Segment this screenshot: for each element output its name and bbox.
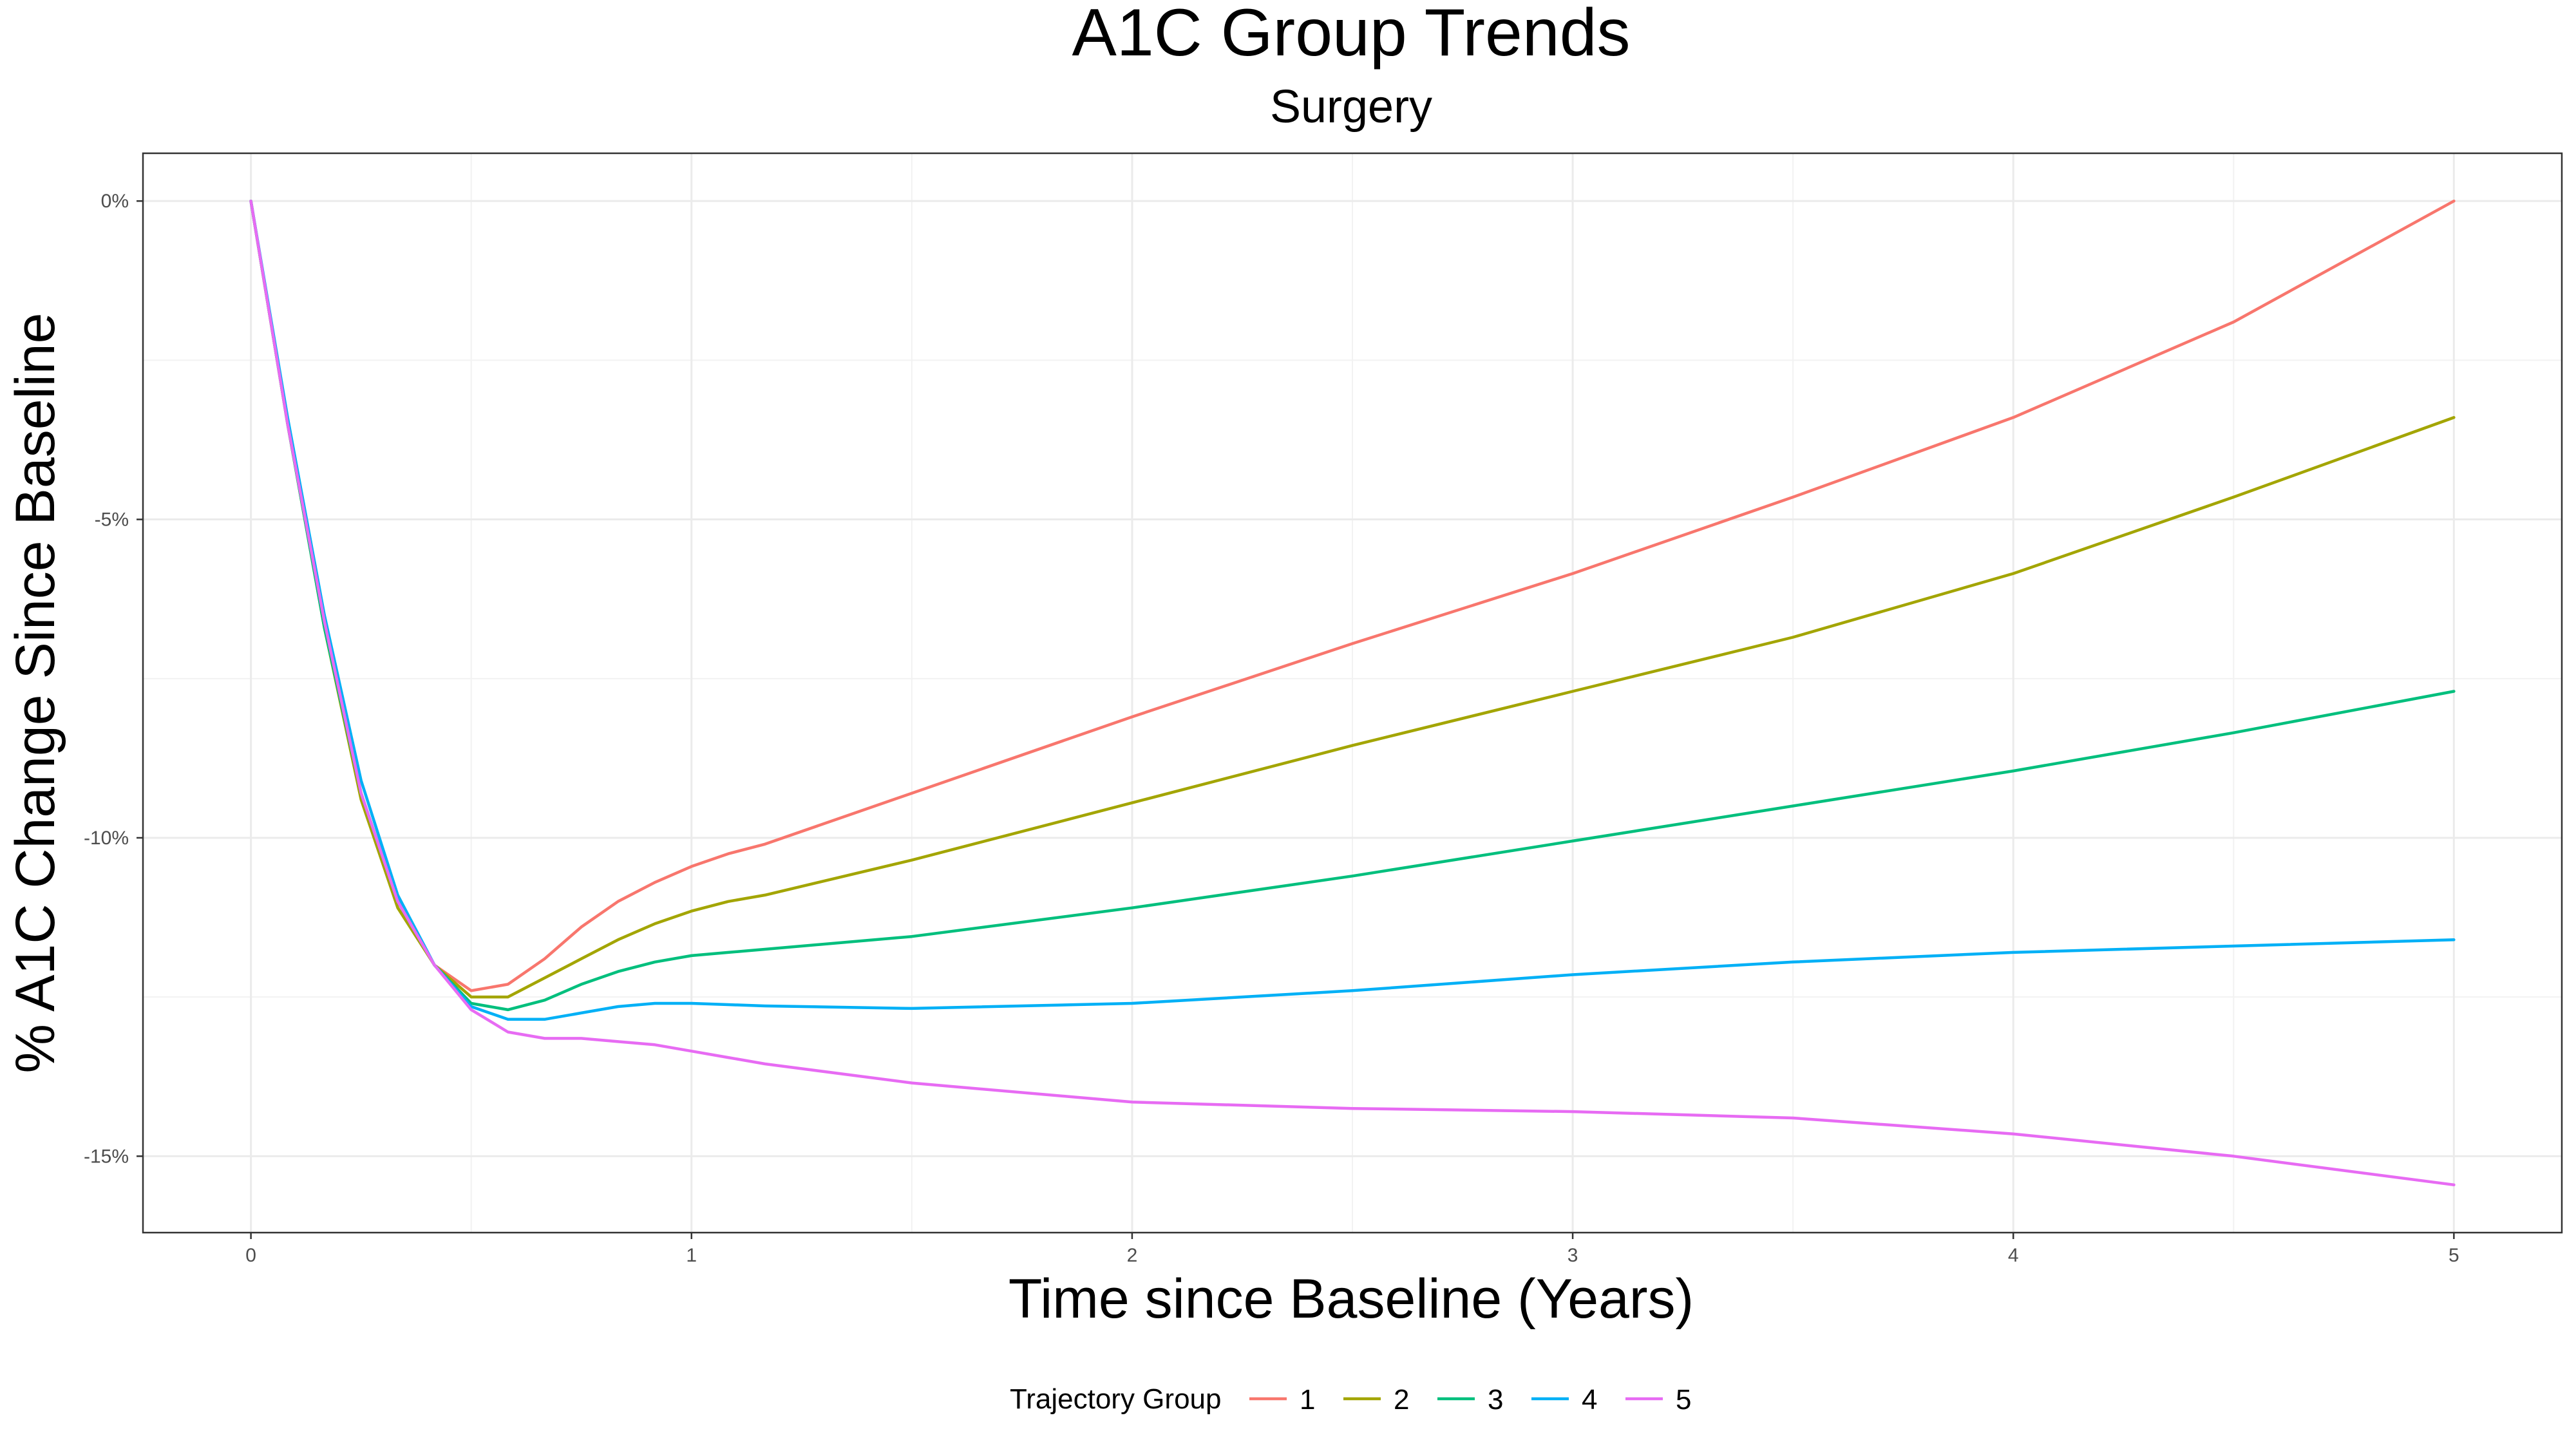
grid-major xyxy=(143,153,2562,1233)
legend-label-5: 5 xyxy=(1676,1384,1691,1416)
y-axis-label: % A1C Change Since Baseline xyxy=(5,313,66,1074)
chart-title: A1C Group Trends xyxy=(1072,0,1630,70)
legend: Trajectory Group 1 2 3 4 5 xyxy=(1010,1383,1691,1416)
x-tick-label: 2 xyxy=(1127,1245,1138,1266)
legend-label-3: 3 xyxy=(1488,1384,1503,1416)
x-axis: 0 1 2 3 4 5 xyxy=(245,1233,2459,1266)
plot-border xyxy=(142,152,2563,1234)
x-tick-label: 3 xyxy=(1567,1245,1578,1266)
chart-subtitle: Surgery xyxy=(1270,81,1432,133)
y-tick-label: -10% xyxy=(84,828,129,849)
x-tick-label: 0 xyxy=(245,1245,256,1266)
x-axis-label: Time since Baseline (Years) xyxy=(1009,1268,1694,1330)
series-line-5 xyxy=(249,199,2456,1187)
x-tick-label: 4 xyxy=(2008,1245,2019,1266)
legend-label-2: 2 xyxy=(1394,1384,1409,1416)
series-line-2 xyxy=(249,199,2456,999)
legend-title: Trajectory Group xyxy=(1010,1383,1221,1415)
series-line-4 xyxy=(249,199,2456,1021)
grid-minor xyxy=(143,153,2562,1233)
series-group xyxy=(249,199,2456,1187)
legend-items: 1 2 3 4 5 xyxy=(1249,1384,1691,1416)
y-tick-label: 0% xyxy=(101,191,129,212)
y-tick-label: -5% xyxy=(95,509,129,531)
x-tick-label: 5 xyxy=(2448,1245,2459,1266)
y-axis: 0% -5% -10% -15% xyxy=(84,191,143,1167)
x-tick-label: 1 xyxy=(686,1245,697,1266)
legend-label-4: 4 xyxy=(1582,1384,1597,1416)
y-tick-label: -15% xyxy=(84,1146,129,1167)
legend-label-1: 1 xyxy=(1300,1384,1315,1416)
